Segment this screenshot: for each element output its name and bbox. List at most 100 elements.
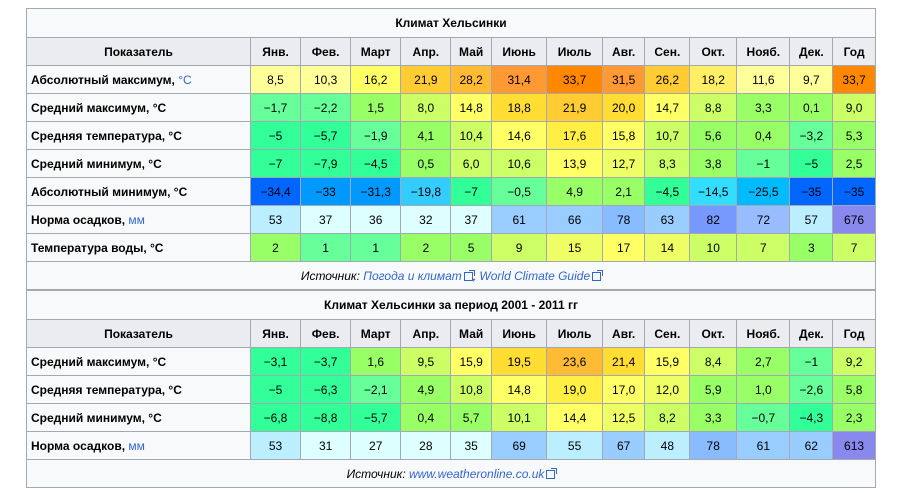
- row-label-text: Средний минимум, °C: [31, 410, 162, 425]
- source-separator: ,: [472, 268, 480, 283]
- row-label-text: Средняя температура, °C: [31, 128, 182, 143]
- value-cell: 0,4: [400, 403, 452, 432]
- value-cell: 8,0: [400, 93, 452, 122]
- table-title: Климат Хельсинки за период 2001 - 2011 г…: [26, 290, 876, 320]
- value-cell: 63: [644, 205, 691, 234]
- value-cell: 0,1: [789, 93, 834, 122]
- precipitation-row: Норма осадков, мм 53 37 36 32 37 61 66 78 63 82 72 5…: [26, 205, 876, 234]
- month-header: Янв.: [249, 319, 302, 348]
- value-cell: −4,5: [350, 149, 402, 178]
- value-cell: 8,5: [249, 65, 302, 94]
- source-link[interactable]: www.weatheronline.co.uk: [409, 466, 545, 481]
- month-header: Июнь: [490, 37, 548, 66]
- value-cell: −5: [249, 375, 302, 404]
- value-cell: 1,0: [736, 375, 791, 404]
- unit-link[interactable]: мм: [128, 438, 145, 453]
- value-cell: −3,2: [789, 121, 834, 150]
- value-cell: 28,2: [450, 65, 492, 94]
- value-cell: 48: [644, 431, 691, 460]
- value-cell: −0,7: [736, 403, 791, 432]
- table-row: Средняя температура, °C −5 −6,3 −2,1 4,9 10,8…: [26, 375, 876, 404]
- month-header: Сен.: [644, 319, 691, 348]
- value-cell: 33,7: [832, 65, 876, 94]
- value-cell: 36: [350, 205, 402, 234]
- source-link[interactable]: World Climate Guide: [479, 268, 591, 283]
- value-cell: 37: [450, 205, 492, 234]
- month-header: Апр.: [400, 319, 452, 348]
- value-cell: 15,8: [601, 121, 646, 150]
- month-header: Год: [832, 319, 876, 348]
- month-header: Апр.: [400, 37, 452, 66]
- value-cell: 10,4: [450, 121, 492, 150]
- value-cell: 8,8: [689, 93, 738, 122]
- value-cell: 10,1: [490, 403, 548, 432]
- value-cell: 4,9: [546, 177, 603, 206]
- value-cell: −4,5: [644, 177, 691, 206]
- value-cell: −31,3: [350, 177, 402, 206]
- value-cell: 82: [689, 205, 738, 234]
- value-cell: 8,3: [644, 149, 691, 178]
- value-cell: 27: [350, 431, 402, 460]
- source-cell: Источник: www.weatheronline.co.uk: [26, 459, 876, 488]
- value-cell: 2,1: [601, 177, 646, 206]
- value-cell: 19,0: [546, 375, 603, 404]
- value-cell: 26,2: [644, 65, 691, 94]
- value-cell: 35: [450, 431, 492, 460]
- value-cell: 0,5: [400, 149, 452, 178]
- value-cell: 7: [736, 233, 791, 262]
- row-label: Средний минимум, °C: [26, 149, 251, 178]
- value-cell: −1: [736, 149, 791, 178]
- value-cell: −35: [832, 177, 876, 206]
- value-cell: 9,0: [832, 93, 876, 122]
- value-cell: 14,8: [450, 93, 492, 122]
- value-cell: 72: [736, 205, 791, 234]
- unit-link[interactable]: мм: [128, 212, 145, 227]
- climate-table-2: Климат Хельсинки за период 2001 - 2011 г…: [26, 290, 876, 488]
- value-cell: 31,4: [490, 65, 548, 94]
- row-label-text: Абсолютный минимум, °C: [31, 184, 188, 199]
- month-header: Год: [832, 37, 876, 66]
- unit-link[interactable]: °C: [178, 72, 192, 87]
- value-cell: 62: [789, 431, 834, 460]
- value-cell: 67: [601, 431, 646, 460]
- value-cell: 9,2: [832, 347, 876, 376]
- month-header: Июль: [546, 37, 603, 66]
- value-cell: 9,7: [789, 65, 834, 94]
- value-cell: 55: [546, 431, 603, 460]
- value-cell: 53: [249, 205, 302, 234]
- month-header: Авг.: [601, 319, 646, 348]
- row-label: Норма осадков, мм: [26, 205, 251, 234]
- value-cell: −2,6: [789, 375, 834, 404]
- value-cell: 13,9: [546, 149, 603, 178]
- precipitation-row: Норма осадков, мм 53 31 27 28 35 69 55 67 48 78 61 6…: [26, 431, 876, 460]
- value-cell: −1: [789, 347, 834, 376]
- row-label-text: Норма осадков,: [31, 212, 129, 227]
- value-cell: 3: [789, 233, 834, 262]
- value-cell: 66: [546, 205, 603, 234]
- value-cell: 11,6: [736, 65, 791, 94]
- row-label-text: Абсолютный максимум,: [31, 72, 179, 87]
- value-cell: 4,9: [400, 375, 452, 404]
- value-cell: −35: [789, 177, 834, 206]
- value-cell: 0,4: [736, 121, 791, 150]
- value-cell: 3,3: [736, 93, 791, 122]
- value-cell: 32: [400, 205, 452, 234]
- value-cell: 676: [832, 205, 876, 234]
- value-cell: 18,8: [490, 93, 548, 122]
- value-cell: 53: [249, 431, 302, 460]
- month-header: Фев.: [300, 319, 352, 348]
- value-cell: −34,4: [249, 177, 302, 206]
- month-header: Окт.: [689, 37, 738, 66]
- row-label: Температура воды, °C: [26, 233, 251, 262]
- external-link-icon: [592, 269, 604, 281]
- value-cell: −2,2: [300, 93, 352, 122]
- value-cell: 28: [400, 431, 452, 460]
- source-row: Источник: www.weatheronline.co.uk: [26, 459, 876, 488]
- source-link[interactable]: Погода и климат: [363, 268, 462, 283]
- value-cell: 3,8: [689, 149, 738, 178]
- month-header: Дек.: [789, 319, 834, 348]
- value-cell: 10,6: [490, 149, 548, 178]
- value-cell: 2: [400, 233, 452, 262]
- value-cell: 3,3: [689, 403, 738, 432]
- table-row: Средний максимум, °C −3,1 −3,7 1,6 9,5 15,9 19…: [26, 347, 876, 376]
